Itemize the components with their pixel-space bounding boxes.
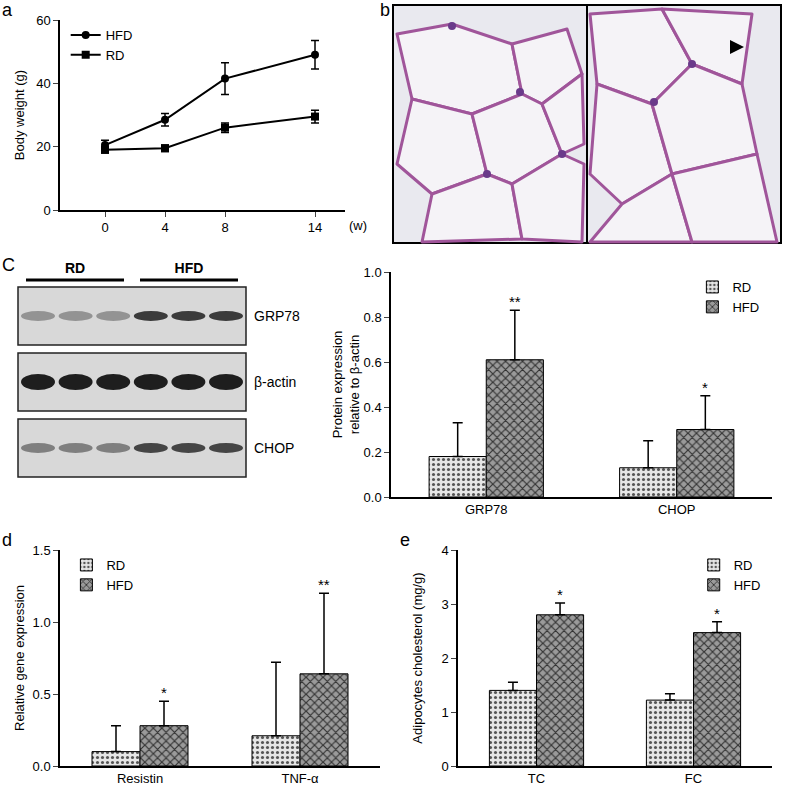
svg-text:TC: TC [528, 771, 545, 786]
svg-text:8: 8 [221, 220, 228, 235]
svg-text:HFD: HFD [732, 300, 759, 315]
svg-text:40: 40 [36, 76, 50, 91]
svg-text:3: 3 [441, 597, 448, 612]
svg-text:Relative gene expression: Relative gene expression [12, 585, 27, 731]
svg-text:*: * [557, 586, 563, 603]
svg-text:TNF-α: TNF-α [281, 771, 319, 786]
svg-text:HFD: HFD [106, 28, 133, 43]
svg-text:1.0: 1.0 [33, 615, 51, 630]
svg-text:0: 0 [101, 220, 108, 235]
svg-text:Resistin: Resistin [117, 771, 163, 786]
svg-text:(w): (w) [349, 218, 367, 233]
svg-text:HFD: HFD [106, 578, 133, 593]
svg-text:*: * [714, 605, 720, 622]
svg-text:0: 0 [43, 203, 50, 218]
svg-text:RD: RD [106, 558, 125, 573]
svg-text:Adipocytes cholesterol (mg/g): Adipocytes cholesterol (mg/g) [410, 572, 425, 743]
svg-text:*: * [702, 379, 708, 396]
svg-text:Body weight (g): Body weight (g) [12, 70, 27, 160]
svg-text:1: 1 [441, 705, 448, 720]
svg-text:2: 2 [441, 651, 448, 666]
svg-text:0.2: 0.2 [364, 445, 382, 460]
svg-text:4: 4 [161, 220, 168, 235]
svg-text:0.0: 0.0 [364, 490, 382, 505]
svg-text:1.5: 1.5 [33, 543, 51, 558]
html-text:e: e [400, 530, 410, 550]
svg-text:14: 14 [308, 220, 322, 235]
svg-text:0.0: 0.0 [33, 759, 51, 774]
svg-text:Protein expressionrelative to: Protein expressionrelative to β-actin [330, 331, 362, 439]
svg-text:0.5: 0.5 [33, 687, 51, 702]
svg-text:RD: RD [65, 260, 85, 276]
svg-text:RD: RD [106, 48, 125, 63]
svg-text:HFD: HFD [175, 260, 204, 276]
svg-text:RD: RD [734, 558, 753, 573]
svg-text:**: ** [509, 293, 521, 310]
svg-text:0.4: 0.4 [364, 400, 382, 415]
svg-text:0.6: 0.6 [364, 355, 382, 370]
svg-text:CHOP: CHOP [658, 502, 696, 517]
svg-text:GRP78: GRP78 [254, 308, 300, 324]
svg-text:0: 0 [441, 759, 448, 774]
html-text:C: C [2, 255, 15, 275]
html-text:d: d [2, 530, 12, 550]
svg-text:FC: FC [685, 771, 702, 786]
html-text:b: b [380, 0, 390, 20]
svg-text:β-actin: β-actin [254, 374, 296, 390]
svg-text:CHOP: CHOP [254, 440, 294, 456]
svg-text:0.8: 0.8 [364, 310, 382, 325]
svg-text:4: 4 [441, 543, 448, 558]
svg-text:RD: RD [732, 280, 751, 295]
svg-text:**: ** [318, 576, 330, 593]
svg-text:GRP78: GRP78 [465, 502, 508, 517]
svg-text:*: * [161, 684, 167, 701]
svg-text:20: 20 [36, 139, 50, 154]
svg-text:60: 60 [36, 13, 50, 28]
svg-text:HFD: HFD [734, 578, 761, 593]
html-text:a: a [2, 0, 12, 20]
svg-text:1.0: 1.0 [364, 265, 382, 280]
